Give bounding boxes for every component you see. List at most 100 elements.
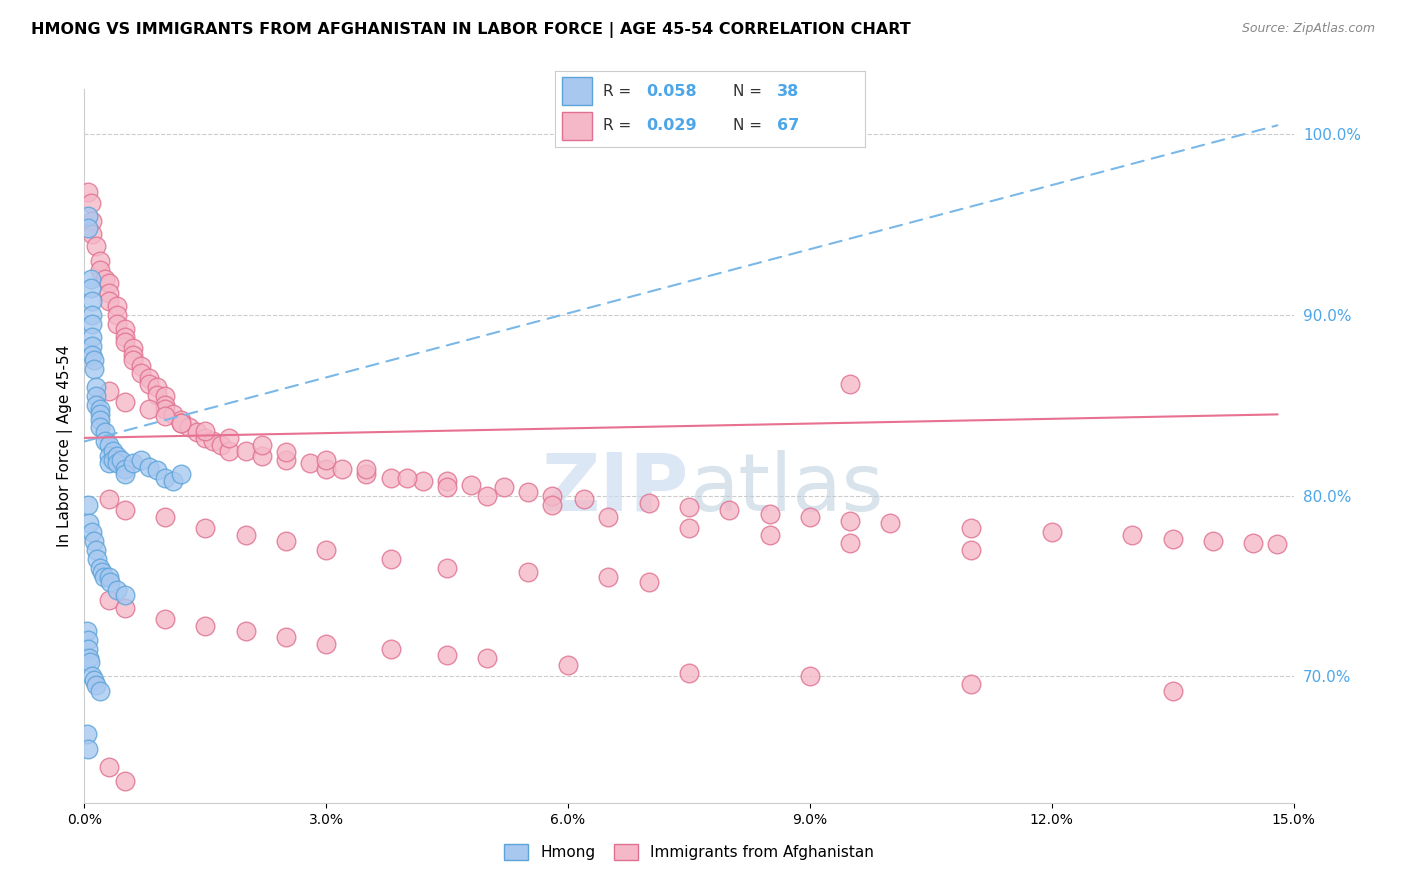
Point (194, 431, 217, 445)
Point (121, 348, 143, 362)
Point (101, 452, 124, 467)
Point (718, 503, 741, 517)
Point (121, 456, 143, 470)
Point (114, 774, 136, 789)
Point (153, 470, 176, 484)
Point (82, 317, 104, 331)
FancyBboxPatch shape (561, 112, 592, 140)
Point (129, 359, 152, 373)
Point (89, 253, 111, 268)
Point (315, 542, 337, 557)
Point (235, 443, 257, 458)
Point (839, 376, 862, 391)
Point (799, 510, 821, 524)
Point (89, 413, 111, 427)
Point (637, 575, 659, 590)
Point (153, 398, 176, 412)
Point (114, 322, 136, 336)
Point (274, 630, 297, 644)
Text: Source: ZipAtlas.com: Source: ZipAtlas.com (1241, 22, 1375, 36)
Point (114, 335, 136, 350)
Point (83, 353, 105, 368)
Point (77, 516, 100, 530)
Point (516, 485, 538, 500)
Point (380, 552, 402, 566)
Point (146, 387, 169, 401)
Point (138, 401, 160, 416)
Point (637, 496, 659, 510)
Point (1161, 683, 1184, 698)
Point (89, 683, 111, 698)
Point (153, 389, 176, 403)
Point (105, 308, 128, 322)
Point (82, 293, 104, 308)
Point (598, 570, 620, 584)
Point (315, 452, 337, 467)
Point (146, 463, 169, 477)
Point (202, 434, 225, 449)
Text: 0.058: 0.058 (647, 84, 697, 99)
Point (153, 611, 176, 625)
Text: HMONG VS IMMIGRANTS FROM AFGHANISTAN IN LABOR FORCE | AGE 45-54 CORRELATION CHAR: HMONG VS IMMIGRANTS FROM AFGHANISTAN IN … (31, 22, 911, 38)
Text: atlas: atlas (689, 450, 883, 528)
Point (77, 221, 100, 235)
Text: R =: R = (603, 119, 637, 134)
Point (194, 521, 217, 535)
Point (436, 648, 458, 662)
Point (194, 619, 217, 633)
Point (678, 665, 700, 680)
Point (839, 514, 862, 528)
Point (83, 673, 105, 687)
Point (436, 474, 458, 488)
Point (170, 467, 193, 481)
Point (758, 528, 780, 542)
Point (138, 376, 160, 391)
Point (1241, 535, 1264, 549)
Point (194, 424, 217, 438)
Point (153, 409, 176, 424)
Point (97, 593, 120, 607)
Point (86, 398, 108, 412)
Point (274, 452, 297, 467)
Point (114, 467, 136, 481)
Point (86, 380, 108, 394)
Point (82, 308, 104, 322)
Point (77, 209, 100, 223)
Point (97, 449, 120, 463)
Point (839, 535, 862, 549)
Point (315, 637, 337, 651)
Point (98, 575, 121, 590)
Point (93, 272, 115, 286)
Point (1161, 532, 1184, 546)
Point (179, 420, 201, 434)
Point (162, 408, 184, 422)
Point (436, 480, 458, 494)
Point (77, 642, 100, 657)
Point (80, 281, 103, 295)
Point (170, 413, 193, 427)
Point (86, 552, 108, 566)
Text: 67: 67 (776, 119, 799, 134)
Point (1202, 533, 1225, 548)
Point (1040, 524, 1063, 539)
Point (380, 470, 402, 484)
Point (356, 467, 378, 481)
Point (879, 516, 901, 530)
Point (83, 362, 105, 376)
Point (516, 565, 538, 579)
Point (80, 272, 103, 286)
Point (598, 510, 620, 524)
Point (138, 371, 160, 385)
Point (97, 759, 120, 773)
FancyBboxPatch shape (561, 78, 592, 104)
Point (76, 498, 98, 512)
Point (678, 500, 700, 514)
Point (170, 417, 193, 431)
Point (274, 533, 297, 548)
Point (114, 461, 136, 475)
Point (105, 456, 128, 470)
Text: N =: N = (734, 119, 768, 134)
Point (186, 425, 208, 440)
Point (97, 570, 120, 584)
Point (76, 633, 98, 648)
